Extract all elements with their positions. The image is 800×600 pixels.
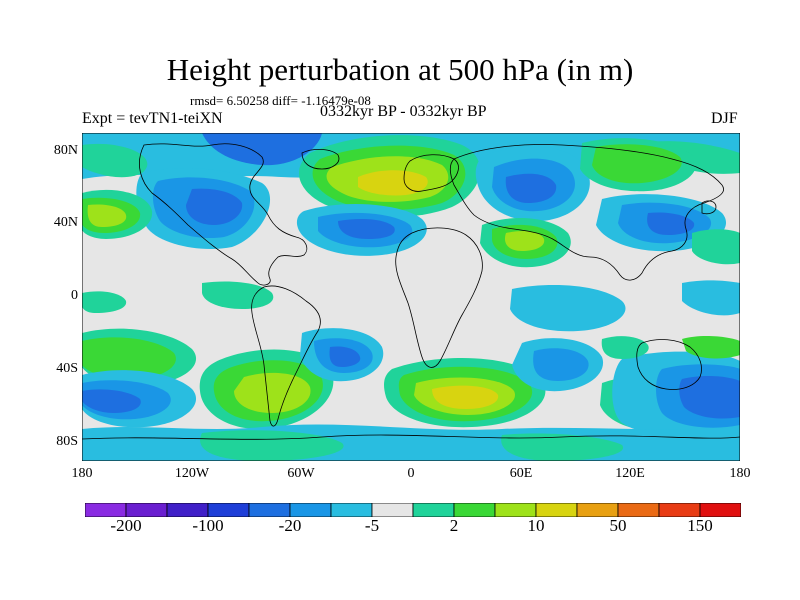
period-label: 0332kyr BP - 0332kyr BP	[320, 103, 487, 120]
colorbar-swatch	[535, 503, 578, 517]
x-tick-label: 120W	[174, 466, 210, 481]
colorbar-swatch	[658, 503, 701, 517]
colorbar-label: 50	[609, 516, 627, 535]
contour-region	[682, 280, 740, 316]
y-tick-label: 80S	[56, 434, 78, 449]
plot-title: Height perturbation at 500 hPa (in m)	[166, 52, 634, 87]
colorbar-swatch	[330, 503, 373, 517]
coastlines	[82, 143, 740, 440]
x-tick-label: 180	[729, 466, 751, 481]
colorbar-swatch	[289, 503, 332, 517]
contour-region	[82, 291, 127, 313]
contour-region	[510, 285, 626, 332]
contour-region	[682, 335, 740, 359]
contour-region	[338, 219, 395, 239]
colorbar-label: 2	[449, 516, 459, 535]
x-tick-label: 60W	[287, 466, 315, 481]
colorbar-label: -200	[110, 516, 142, 535]
colorbar-swatch	[371, 503, 414, 517]
contour-region	[692, 229, 740, 265]
season-label: DJF	[711, 110, 738, 127]
colorbar-label: -20	[278, 516, 302, 535]
contour-region	[82, 389, 141, 413]
colorbar-swatch	[617, 503, 660, 517]
colorbar-label: -5	[364, 516, 380, 535]
contour-region	[647, 212, 695, 235]
colorbar-swatch	[494, 503, 537, 517]
contour-region	[432, 385, 499, 409]
contour-region	[592, 144, 682, 184]
contour-region	[82, 143, 148, 178]
colorbar-swatch	[207, 503, 250, 517]
y-tick-label: 40N	[53, 215, 78, 230]
contour-region	[82, 424, 740, 461]
contour-region	[202, 133, 322, 166]
y-tick-label: 0	[71, 288, 78, 303]
colorbar	[85, 503, 741, 517]
colorbar-swatch	[453, 503, 496, 517]
map-plot	[82, 133, 740, 461]
colorbar-label: 10	[527, 516, 545, 535]
colorbar-label: 150	[687, 516, 713, 535]
contour-region	[501, 433, 624, 461]
colorbar-swatch	[85, 503, 127, 517]
contour-region	[202, 281, 274, 309]
contour-region	[329, 346, 361, 367]
experiment-label: Expt = tevTN1-teiXN	[82, 110, 223, 127]
stats-label: rmsd= 6.50258 diff= -1.16479e-08	[190, 93, 371, 108]
contour-region	[82, 337, 176, 380]
x-tick-label: 0	[407, 466, 415, 481]
contour-region	[87, 204, 127, 227]
colorbar-swatch	[576, 503, 619, 517]
colorbar-swatch	[248, 503, 291, 517]
contour-region	[679, 375, 740, 419]
colorbar-label: -100	[192, 516, 224, 535]
colorbar-swatch	[125, 503, 168, 517]
contour-region	[504, 231, 545, 251]
x-tick-label: 120E	[615, 466, 645, 481]
colorbar-swatch	[699, 503, 741, 517]
x-tick-label: 180	[71, 466, 93, 481]
x-tick-label: 60E	[509, 466, 533, 481]
y-tick-label: 80N	[53, 143, 78, 158]
contour-region	[505, 173, 557, 203]
contour-region	[533, 348, 589, 381]
colorbar-swatch	[166, 503, 209, 517]
y-tick-label: 40S	[56, 361, 78, 376]
colorbar-swatch	[412, 503, 455, 517]
contour-region	[186, 188, 243, 225]
